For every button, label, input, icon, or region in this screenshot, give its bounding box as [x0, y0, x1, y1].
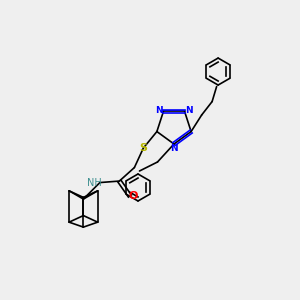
- Text: NH: NH: [87, 178, 102, 188]
- Text: N: N: [155, 106, 162, 115]
- Text: N: N: [170, 144, 178, 153]
- Text: S: S: [140, 143, 147, 153]
- Text: O: O: [129, 191, 138, 201]
- Text: N: N: [185, 106, 193, 115]
